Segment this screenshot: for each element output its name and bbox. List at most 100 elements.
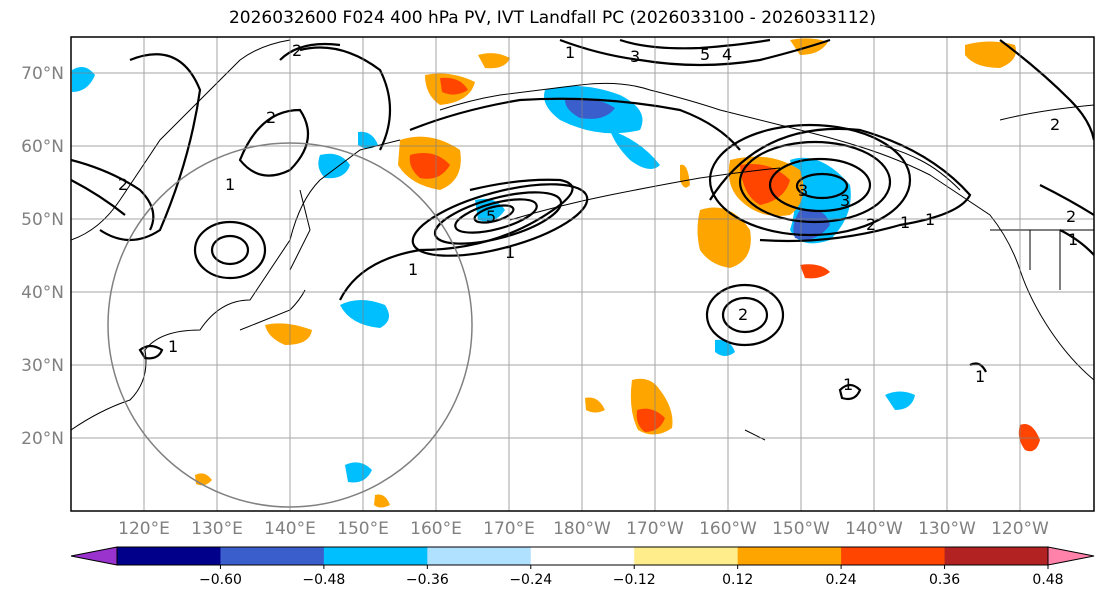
lon-label: 160°W [699,519,757,539]
lon-label: 140°E [264,519,316,539]
contour-ring [738,140,892,224]
longitude-labels: 120°E 130°E 140°E 150°E 160°E 170°E 180°… [118,519,1049,539]
contour-line [559,38,831,67]
pv-negative-region [610,130,660,169]
pv-positive-region [680,164,690,188]
pv-positive-core [740,164,790,205]
pv-positive-region [478,53,510,69]
contour-line [619,38,771,50]
contour-label: 5 [700,45,710,64]
lon-label: 170°E [483,519,535,539]
contour-line [279,42,341,61]
pv-positive-core [440,77,468,95]
contour-ring [721,296,769,334]
contour-label: 2 [1066,207,1076,226]
colorbar-segment [841,547,946,565]
contour-line [838,383,862,401]
colorbar-segment [634,547,739,565]
contour-label: 1 [925,210,935,229]
map-border [70,36,1095,512]
contour-label: 2 [866,215,876,234]
contour-label: 1 [168,337,178,356]
lon-label: 170°W [626,519,684,539]
contour-label: 3 [840,191,850,210]
pv-positive-region [265,323,312,345]
contour-label: 4 [722,45,732,64]
lon-label: 120°E [118,519,170,539]
contour-line [409,97,741,151]
contour-label: 2 [118,175,128,194]
contour-label: 1 [975,367,985,386]
contour-ring [705,283,785,347]
colorbar-segment [220,547,325,565]
contour-line [1039,184,1094,216]
contour-ring [433,191,563,245]
contour-ring [795,172,849,200]
colorbar-tick-label: −0.48 [302,572,345,588]
lat-label: 60°N [21,137,64,157]
colorbar-tick-label: 0.36 [929,572,960,588]
colorbar-tick-label: −0.24 [509,572,552,588]
pv-positive-region [697,207,751,268]
colorbar-segment [530,547,635,565]
colorbar-segment [944,547,1049,565]
contour-label: 2 [266,108,276,127]
pv-negative-region [885,391,915,410]
pv-positive-region [374,494,390,508]
lon-label: 120°W [991,519,1049,539]
colorbar-segment [427,547,532,565]
contour-line [999,39,1094,141]
pv-negative-region [475,198,505,222]
pv-positive-region [585,397,605,413]
contour-label: 1 [505,243,515,262]
lon-label: 140°W [845,519,903,539]
lat-label: 70°N [21,64,64,84]
contour-line [71,179,126,216]
colorbar-extend-high [1047,546,1095,566]
colorbar-tick-label: 0.48 [1032,572,1063,588]
pv-contours [71,38,1094,401]
lon-label: 150°W [772,519,830,539]
contour-line [299,46,392,151]
colorbar: −0.60 −0.48 −0.36 −0.24 −0.12 0.12 0.24 0.36 0.4… [70,546,1095,588]
pv-negative-core [565,98,615,119]
chart-title: 2026032600 F024 400 hPa PV, IVT Landfall… [228,8,876,28]
lon-label: 130°W [918,519,976,539]
graticule [71,37,1094,511]
pv-negative-core [793,209,830,240]
contour-label: 2 [1050,115,1060,134]
lat-label: 20°N [21,429,64,449]
contour-line [138,344,164,360]
pv-positive-core [409,152,450,179]
colorbar-extend-low [70,546,118,566]
colorbar-segment [737,547,842,565]
contour-ring [411,183,589,257]
contour-label: 1 [900,213,910,232]
contour-line [1059,229,1094,256]
map-panel: 2 1 2 1 5 1 3 3 2 1 1 5 4 3 1 2 2 2 1 2 [70,36,1095,512]
pv-negative-region [318,153,350,179]
contour-ring [193,220,267,280]
colorbar-tick-label: −0.12 [613,572,656,588]
contour-ring [454,198,538,234]
contour-ring [210,234,250,266]
contour-label: 2 [738,305,748,324]
lon-label: 130°E [191,519,243,539]
pv-positive-region [965,41,1016,68]
contour-line [71,158,155,231]
lat-label: 50°N [21,210,64,230]
latitude-labels: 70°N 60°N 50°N 40°N 30°N 20°N [21,64,64,449]
contour-label: 1 [1068,230,1078,249]
contour-line [969,362,987,373]
pv-positive-region [800,264,830,279]
contour-ring [708,123,912,237]
lat-label: 40°N [21,283,64,303]
contour-line [339,178,574,301]
contour-ring [768,157,872,213]
lon-label: 150°E [337,519,389,539]
pv-negative-region [345,462,372,483]
contour-line [709,127,972,243]
colorbar-tick-label: −0.36 [406,572,449,588]
contour-line [238,108,310,177]
